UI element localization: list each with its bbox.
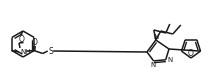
Text: NH: NH [21, 48, 31, 55]
Text: N: N [150, 62, 155, 68]
Text: S: S [48, 47, 53, 56]
Text: N: N [167, 57, 172, 63]
Text: O: O [19, 35, 25, 43]
Text: N: N [154, 34, 159, 40]
Text: O: O [188, 48, 194, 58]
Text: O: O [32, 38, 38, 47]
